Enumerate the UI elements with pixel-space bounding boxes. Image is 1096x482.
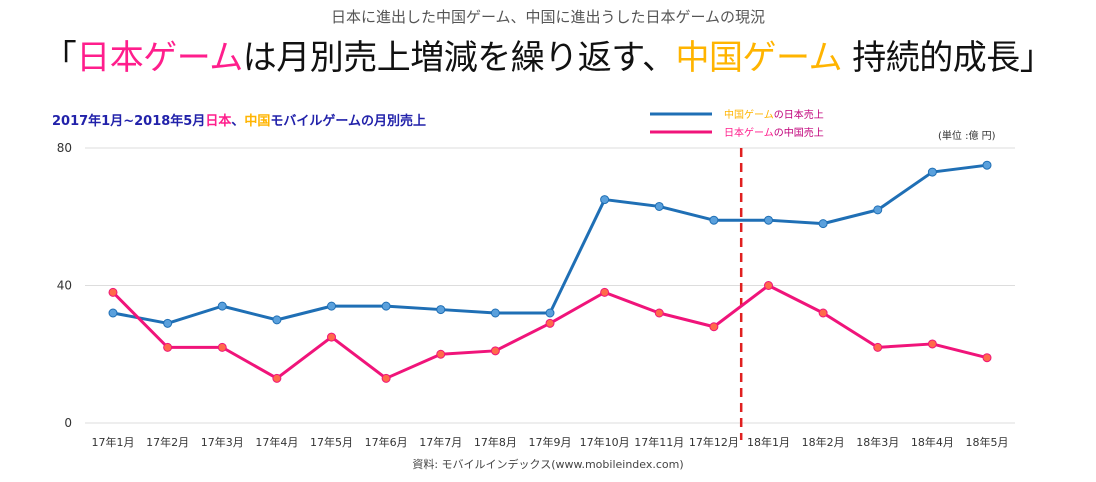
x-tick-label: 17年10月 xyxy=(580,435,630,449)
x-tick-label: 18年3月 xyxy=(856,435,899,449)
x-tick-label: 18年5月 xyxy=(966,435,1009,449)
x-tick-label: 17年6月 xyxy=(365,435,408,449)
y-tick-label: 80 xyxy=(57,141,72,155)
data-point xyxy=(272,373,282,383)
data-point xyxy=(108,308,118,318)
x-tick-label: 17年8月 xyxy=(474,435,517,449)
data-point xyxy=(818,308,828,318)
data-point xyxy=(436,349,446,359)
data-point xyxy=(436,305,446,315)
series-line-china xyxy=(112,163,988,325)
data-point xyxy=(982,353,992,363)
y-tick-label: 40 xyxy=(57,279,72,293)
data-point xyxy=(873,342,883,352)
data-point xyxy=(927,339,937,349)
data-point xyxy=(654,308,664,318)
headline-part: 持続的成長」 xyxy=(841,38,1054,78)
data-point xyxy=(927,167,937,177)
legend-label: 日本ゲームの中国売上 xyxy=(724,126,824,139)
page-subtitle: 日本に進出した中国ゲーム、中国に進出うした日本ゲームの現況 xyxy=(330,8,766,26)
data-point xyxy=(818,219,828,229)
data-point xyxy=(600,195,610,205)
data-point xyxy=(327,332,336,342)
data-point xyxy=(709,215,719,225)
x-tick-label: 17年9月 xyxy=(529,435,572,449)
headline-part: 日本ゲーム xyxy=(76,38,243,78)
data-point xyxy=(764,281,773,290)
data-point xyxy=(490,308,500,318)
data-point xyxy=(272,315,282,325)
x-tick-label: 18年1月 xyxy=(747,435,790,449)
data-point xyxy=(600,287,610,297)
data-point xyxy=(381,373,391,383)
x-tick-label: 17年7月 xyxy=(419,435,462,449)
legend-label: 中国ゲームの日本売上 xyxy=(724,108,824,121)
data-point xyxy=(381,301,391,311)
data-point xyxy=(764,215,773,225)
data-point xyxy=(163,342,173,352)
x-tick-label: 18年4月 xyxy=(911,435,954,449)
legend-label-part: の日本売上 xyxy=(774,108,824,121)
legend-label-part: の中国売上 xyxy=(774,126,824,139)
data-point xyxy=(654,201,664,211)
headline-part: 中国ゲーム xyxy=(675,38,842,78)
data-point xyxy=(709,322,719,332)
x-tick-label: 18年2月 xyxy=(802,435,845,449)
x-tick-label: 17年11月 xyxy=(634,435,684,449)
y-tick-label: 0 xyxy=(64,416,72,430)
series-line-japan xyxy=(111,284,988,380)
x-tick-label: 17年12月 xyxy=(689,435,739,449)
x-tick-label: 17年3月 xyxy=(201,435,244,449)
unit-label: (単位 :億 円) xyxy=(938,131,996,142)
x-tick-label: 17年5月 xyxy=(310,435,353,449)
data-point xyxy=(327,301,336,311)
headline-part: 「 xyxy=(42,38,77,78)
x-tick-label: 17年2月 xyxy=(146,435,189,449)
data-point xyxy=(217,342,227,352)
data-point xyxy=(545,318,555,328)
chart-title-part: 日本 xyxy=(205,114,232,129)
headline-part: は月別売上増減を繰り返す、 xyxy=(242,38,676,78)
data-point xyxy=(108,287,118,297)
chart-title-part: モバイルゲームの月別売上 xyxy=(270,114,427,129)
data-point xyxy=(217,301,227,311)
data-point xyxy=(163,318,173,328)
chart-title: 2017年1月~2018年5月日本、中国モバイルゲームの月別売上 xyxy=(52,110,426,129)
data-point xyxy=(490,346,500,356)
data-point xyxy=(982,160,992,170)
page-headline: 「日本ゲームは月別売上増減を繰り返す、中国ゲーム 持続的成長」 xyxy=(0,30,1096,79)
data-point xyxy=(545,308,555,318)
x-tick-label: 17年1月 xyxy=(92,435,135,449)
legend-label-part: 中国ゲーム xyxy=(724,108,774,121)
source-note: 資料: モバイルインデックス(www.mobileindex.com) xyxy=(412,458,684,471)
chart-title-part: 2017年1月~2018年5月 xyxy=(52,114,206,129)
x-tick-label: 17年4月 xyxy=(255,435,298,449)
chart-title-part: 、 xyxy=(231,114,245,129)
data-point xyxy=(873,205,883,215)
chart-title-part: 中国 xyxy=(244,114,271,129)
legend-label-part: 日本ゲーム xyxy=(724,126,774,139)
